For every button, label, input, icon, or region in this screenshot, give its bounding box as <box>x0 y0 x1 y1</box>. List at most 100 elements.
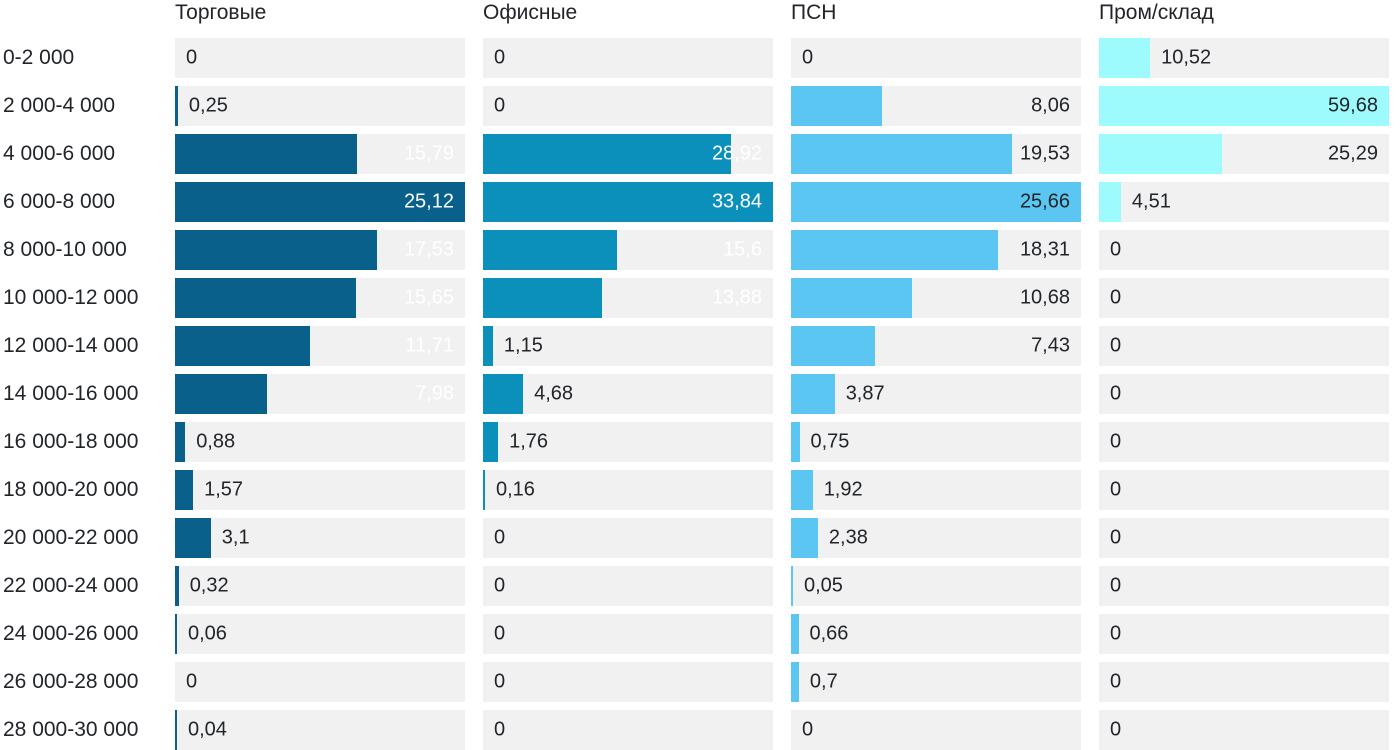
bar-track: 0,25 <box>175 86 465 126</box>
bar <box>175 326 311 366</box>
bar-value: 0 <box>1110 670 1122 693</box>
bar-value: 10,68 <box>1019 286 1070 309</box>
bar-track: 19,53 <box>791 134 1081 174</box>
bar <box>175 710 177 750</box>
bar-track: 0 <box>1099 230 1389 270</box>
bar <box>1099 134 1222 174</box>
bar-value: 0 <box>494 94 506 117</box>
bar-value: 11,71 <box>405 334 454 357</box>
bar <box>791 518 818 558</box>
bar-value: 0 <box>494 670 506 693</box>
bar <box>483 374 524 414</box>
bar <box>791 134 1012 174</box>
bar-track: 0,75 <box>791 422 1081 462</box>
row-label: 18 000-20 000 <box>3 478 139 501</box>
bar-value: 0 <box>494 622 506 645</box>
column-header-4: Пром/склад <box>1099 1 1214 24</box>
bar <box>175 182 465 222</box>
bar <box>175 518 211 558</box>
bar-value: 33,84 <box>711 190 762 213</box>
bar-track: 0 <box>483 662 773 702</box>
bar-value: 4,51 <box>1131 190 1171 213</box>
row-label: 24 000-26 000 <box>3 622 139 645</box>
row-label: 22 000-24 000 <box>3 574 139 597</box>
bar-track: 18,31 <box>791 230 1081 270</box>
bar-value: 59,68 <box>1327 94 1378 117</box>
bar-track: 0 <box>1099 518 1389 558</box>
bar-track: 25,12 <box>175 182 465 222</box>
bar-track: 1,15 <box>483 326 773 366</box>
bar <box>1099 86 1389 126</box>
bar-value: 0 <box>186 670 198 693</box>
bar <box>1099 38 1151 78</box>
bar-track: 11,71 <box>175 326 465 366</box>
bar <box>791 614 799 654</box>
bar-track: 2,38 <box>791 518 1081 558</box>
bar-track: 3,87 <box>791 374 1081 414</box>
bar-value: 0 <box>1110 574 1122 597</box>
bar-value: 0,06 <box>188 622 227 645</box>
bar-track: 0 <box>175 38 465 78</box>
bar-value: 1,15 <box>503 334 543 357</box>
bar <box>791 566 793 606</box>
bar-track: 7,43 <box>791 326 1081 366</box>
bar-track: 15,65 <box>175 278 465 318</box>
bar-value: 0,25 <box>188 94 228 117</box>
row-label: 12 000-14 000 <box>3 334 139 357</box>
column-header-2: Офисные <box>483 1 578 24</box>
bar <box>175 422 186 462</box>
bar <box>483 134 731 174</box>
bar <box>175 278 356 318</box>
bar <box>791 374 835 414</box>
bar-value: 7,43 <box>1031 334 1070 357</box>
bar-value: 25,66 <box>1019 190 1070 213</box>
bar-track: 0,06 <box>175 614 465 654</box>
bar-track: 0 <box>1099 662 1389 702</box>
bar-track: 0 <box>175 662 465 702</box>
bar-track: 3,1 <box>175 518 465 558</box>
bar <box>483 422 499 462</box>
bar-value: 0,7 <box>809 670 838 693</box>
row-label: 2 000-4 000 <box>3 94 116 117</box>
row-label: 6 000-8 000 <box>3 190 116 213</box>
bar-track: 0 <box>791 710 1081 750</box>
bar <box>791 86 883 126</box>
bar-value: 0 <box>1110 430 1122 453</box>
bar-value: 15,79 <box>403 142 454 165</box>
bar-value: 7,98 <box>415 382 454 405</box>
row-label: 8 000-10 000 <box>3 238 127 261</box>
bar-value: 10,52 <box>1161 46 1212 69</box>
bar-track: 0,88 <box>175 422 465 462</box>
bar-track: 0 <box>1099 710 1389 750</box>
row-label: 20 000-22 000 <box>3 526 139 549</box>
bar-value: 0 <box>802 46 814 69</box>
bar-track: 25,66 <box>791 182 1081 222</box>
bar <box>791 182 1081 222</box>
bar-track: 0 <box>483 710 773 750</box>
bar-track: 0 <box>1099 374 1389 414</box>
bar-track: 0 <box>483 86 773 126</box>
row-label: 26 000-28 000 <box>3 670 139 693</box>
bar-track: 8,06 <box>791 86 1081 126</box>
bar <box>175 614 177 654</box>
bar-track: 0 <box>483 566 773 606</box>
row-label: 14 000-16 000 <box>3 382 139 405</box>
bar-track: 0,32 <box>175 566 465 606</box>
bar <box>175 86 178 126</box>
bar-track: 0 <box>1099 278 1389 318</box>
bar-value: 3,1 <box>221 526 250 549</box>
bar-track: 0,7 <box>791 662 1081 702</box>
bar-track: 0 <box>1099 422 1389 462</box>
bar <box>175 230 378 270</box>
bar-track: 10,68 <box>791 278 1081 318</box>
bar-track: 0,04 <box>175 710 465 750</box>
bar <box>483 230 617 270</box>
bar-track: 0,05 <box>791 566 1081 606</box>
bar-track: 0 <box>791 38 1081 78</box>
bar-track: 1,57 <box>175 470 465 510</box>
bar-track: 1,92 <box>791 470 1081 510</box>
column-header-1: Торговые <box>175 1 267 24</box>
bar-value: 0 <box>1110 718 1122 741</box>
bar-track: 0 <box>1099 566 1389 606</box>
